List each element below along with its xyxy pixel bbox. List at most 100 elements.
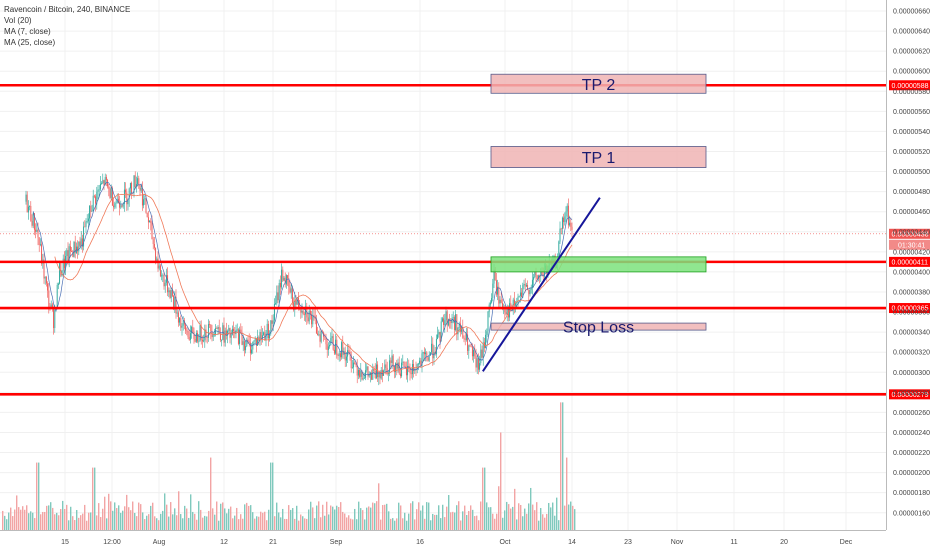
time-axis: 15 12:00 Aug 12 21 Sep 16 Oct 14 23 Nov 11 20 Dec (0, 530, 886, 546)
candle-body (425, 352, 427, 355)
volume-bar (476, 515, 478, 530)
current-price-badge (889, 228, 930, 239)
indicator-ma25[interactable]: MA (25, close) (4, 38, 56, 47)
volume-bar (430, 520, 432, 530)
volume-bar (316, 505, 318, 530)
candle-body (60, 263, 62, 276)
candle-body (558, 241, 560, 257)
candle-body (362, 378, 364, 380)
candle-body (179, 318, 181, 323)
candle-body (89, 205, 91, 219)
candle-body (281, 269, 283, 288)
candle-body (309, 310, 311, 315)
candle-body (495, 280, 497, 295)
volume-bar (10, 507, 12, 530)
price-tick-label: 0.00000340 (893, 330, 930, 337)
candle-body (311, 314, 313, 325)
volume-bar (382, 505, 384, 530)
volume-bar (22, 506, 24, 530)
time-tick-label: 12 (220, 539, 228, 546)
volume-bar (320, 517, 322, 530)
volume-bar (482, 467, 484, 530)
candle-body (125, 189, 127, 193)
candle-body (254, 338, 256, 341)
volume-bar (184, 505, 186, 530)
candle-body (464, 338, 466, 340)
candle-body (145, 198, 147, 213)
indicator-vol[interactable]: Vol (20) (4, 16, 32, 25)
volume-bar (570, 501, 572, 530)
candle-body (541, 271, 543, 275)
candle-body (209, 324, 211, 325)
candle-body (445, 311, 447, 321)
volume-bar (434, 514, 436, 530)
volume-bar (290, 509, 292, 530)
candle-body (327, 346, 329, 350)
candle-body (291, 288, 293, 303)
candle-body (537, 275, 539, 279)
candle-body (342, 342, 344, 355)
candle-body (564, 216, 566, 223)
volume-bar (78, 517, 80, 530)
candle-body (216, 328, 218, 329)
candle-body (318, 334, 320, 336)
candle-body (290, 288, 292, 293)
candle-body (447, 319, 449, 326)
volume-bar (458, 501, 460, 530)
candle-body (62, 258, 64, 271)
candle-body (93, 195, 95, 197)
candle-body (270, 320, 272, 334)
candle-body (498, 286, 500, 304)
candle-body (80, 238, 82, 246)
candle-body (441, 318, 443, 322)
volume-bar (220, 503, 222, 530)
volume-bar (292, 508, 294, 530)
candle-body (308, 310, 310, 322)
volume-bar (70, 506, 72, 530)
candle-body (143, 199, 145, 206)
candle-body (86, 221, 88, 223)
indicator-ma7[interactable]: MA (7, close) (4, 27, 51, 36)
candle-body (119, 202, 121, 208)
candle-body (155, 247, 157, 262)
candle-body (476, 358, 478, 368)
candle-body (248, 341, 250, 343)
volume-bar (462, 511, 464, 530)
volume-bar (146, 515, 148, 530)
volume-bar (248, 505, 250, 530)
candle-body (518, 295, 520, 297)
price-tick-label: 0.00000320 (893, 350, 930, 357)
level-badge (889, 389, 930, 400)
volume-bar (540, 508, 542, 530)
volume-bar (326, 501, 328, 530)
volume-bar (264, 511, 266, 530)
volume-bar (492, 513, 494, 530)
candle-body (390, 360, 392, 363)
volume-bar (488, 507, 490, 530)
zone-label: TP 2 (582, 77, 616, 94)
volume-bar (532, 504, 534, 530)
volume-bar (378, 483, 380, 530)
candle-body (507, 306, 509, 318)
volume-bar (518, 503, 520, 530)
volume-bar (412, 501, 414, 530)
price-tick-label: 0.00000540 (893, 129, 930, 136)
candle-body (156, 258, 158, 262)
volume-bar (58, 515, 60, 530)
candle-body (463, 337, 465, 339)
candle-body (461, 326, 463, 332)
candle-body (307, 317, 309, 322)
candle-body (332, 336, 334, 350)
candle-body (528, 290, 530, 295)
candle-body (462, 326, 464, 338)
candle-body (26, 194, 28, 213)
candle-body (50, 304, 52, 308)
candle-body (474, 349, 476, 357)
level-badge-label: 0.00000365 (892, 306, 929, 313)
volume-bar (344, 513, 346, 530)
candle-body (279, 282, 281, 288)
candle-body (200, 325, 202, 340)
candle-body (348, 350, 350, 352)
volume-bar (494, 518, 496, 530)
